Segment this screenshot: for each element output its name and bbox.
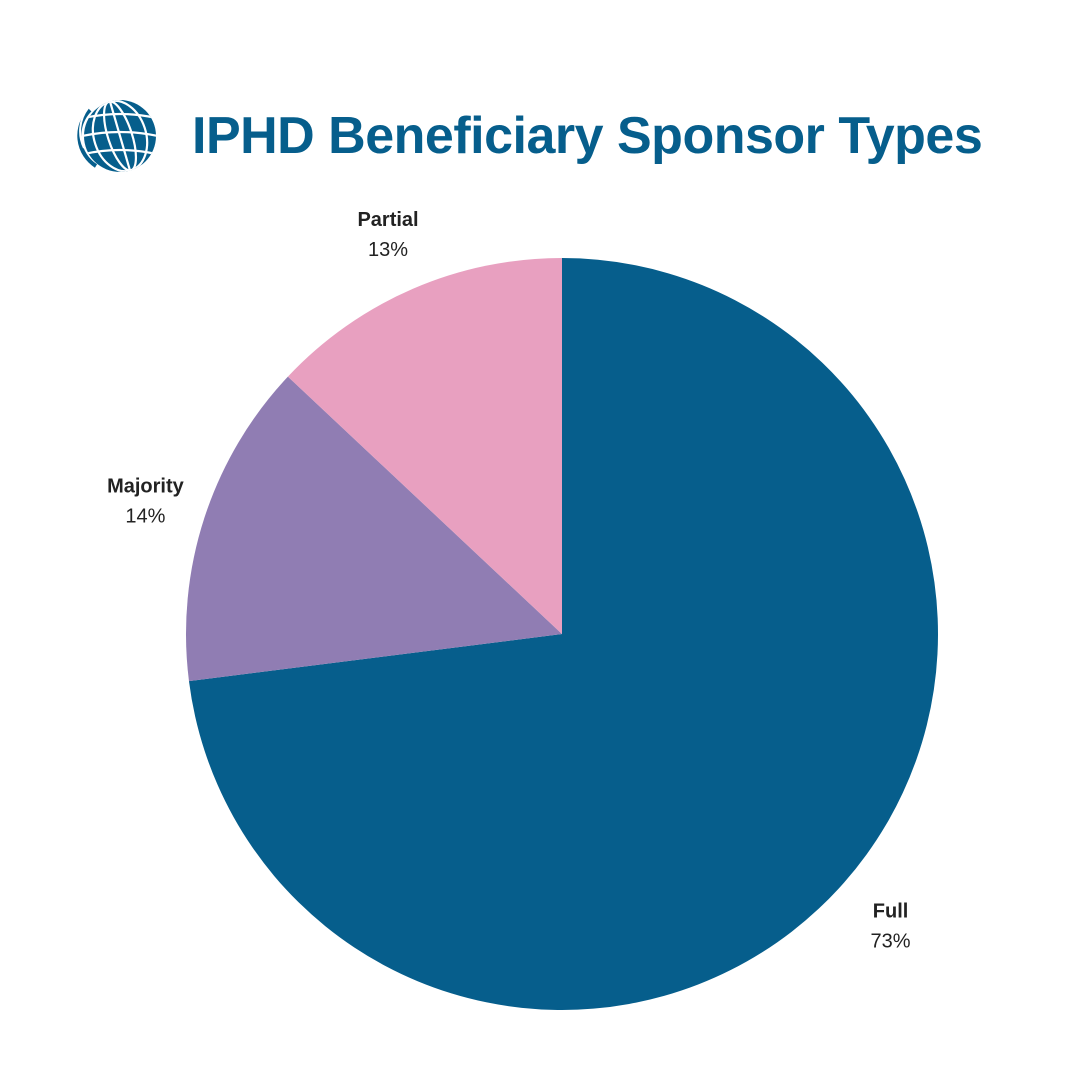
globe-icon <box>77 100 156 172</box>
slice-label-full: Full 73% <box>871 901 911 953</box>
chart-title: IPHD Beneficiary Sponsor Types <box>192 107 983 165</box>
slice-label-majority: Majority 14% <box>107 476 185 528</box>
slice-percent-label: 73% <box>871 931 911 953</box>
slice-name-label: Majority <box>107 476 185 498</box>
pie-slice-full <box>188 258 939 1010</box>
slice-label-partial: Partial 13% <box>357 209 418 261</box>
chart-header: IPHD Beneficiary Sponsor Types <box>76 96 983 176</box>
slice-percent-label: 13% <box>368 239 408 261</box>
pie-slice-partial <box>287 258 562 634</box>
pie-slice-majority <box>186 376 563 682</box>
slice-name-label: Full <box>873 901 909 923</box>
slice-percent-label: 14% <box>125 506 165 528</box>
slice-name-label: Partial <box>357 209 418 231</box>
